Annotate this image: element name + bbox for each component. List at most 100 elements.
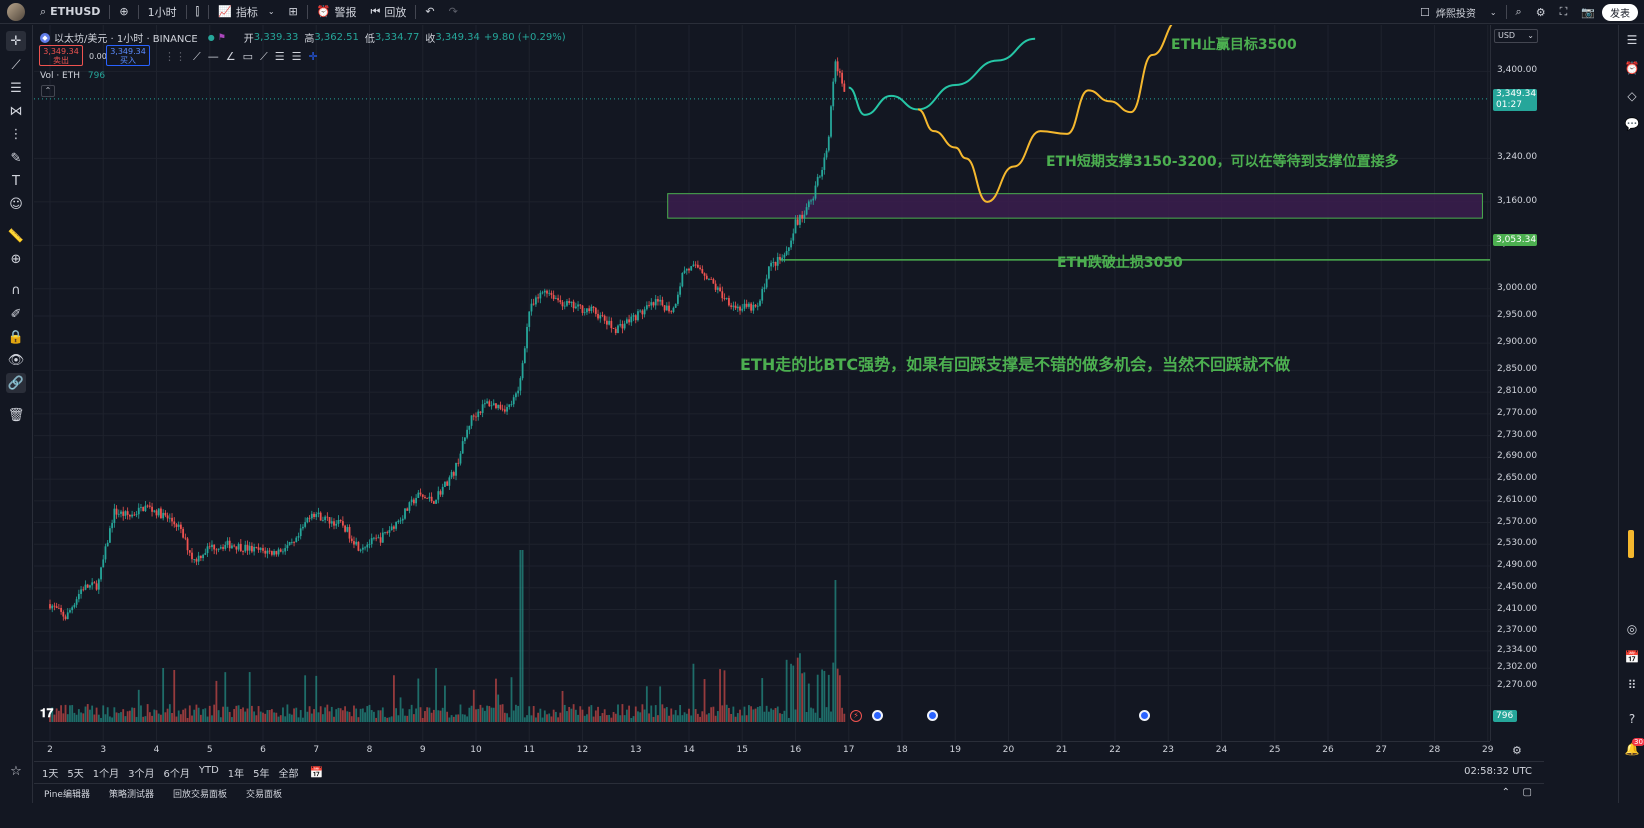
go-to-date-icon[interactable]: 📅: [309, 766, 324, 779]
symbol-search-button[interactable]: ⌕ ETHUSD: [33, 0, 107, 24]
layouts-button[interactable]: ⊞: [282, 0, 305, 24]
calendar-icon[interactable]: 📅: [1624, 650, 1640, 664]
alert-button[interactable]: ⏰ 警报: [310, 0, 364, 24]
path-icon[interactable]: ∠: [225, 50, 236, 63]
volume-bar: [89, 709, 91, 722]
price-axis[interactable]: USD ⌄ 3,400.003,240.003,160.003,080.003,…: [1490, 25, 1544, 741]
volume-bar: [477, 708, 480, 722]
maximize-icon[interactable]: ▢: [1522, 787, 1532, 798]
stop-loss-annotation[interactable]: ETH跌破止损3050: [1057, 255, 1183, 271]
crosshair-icon[interactable]: ✛: [6, 31, 26, 51]
quick-search-button[interactable]: ⌕: [1509, 0, 1529, 24]
price-chart[interactable]: [34, 25, 1490, 741]
projection-paths[interactable]: [848, 25, 1179, 203]
collapse-legend-button[interactable]: ⌃: [41, 85, 55, 97]
bottom-panel-tab[interactable]: 交易面板: [246, 790, 283, 800]
sell-button[interactable]: 3,349.34 卖出: [39, 45, 83, 66]
candle-body: [295, 537, 298, 543]
undo-button[interactable]: ↶: [418, 0, 441, 24]
bottom-panel-tab[interactable]: Pine编辑器: [44, 790, 90, 800]
current-price-tag[interactable]: 3,349.34 01:27: [1493, 89, 1537, 111]
ruler-icon[interactable]: 📏: [7, 228, 25, 244]
stay-in-drawing-mode-icon[interactable]: ✐: [10, 306, 22, 322]
lock-icon[interactable]: 🔒: [7, 329, 25, 345]
eye-icon[interactable]: 👁: [7, 352, 25, 368]
interval-button[interactable]: 1小时: [141, 0, 184, 24]
drag-handle-icon[interactable]: ⋮⋮: [164, 50, 186, 63]
time-tick-label: 5: [206, 745, 213, 755]
range-button[interactable]: 3个月: [128, 769, 155, 780]
emoji-icon[interactable]: ☺: [9, 196, 23, 212]
candle-body: [348, 527, 351, 539]
utc-clock[interactable]: 02:58:32 UTC: [1464, 766, 1532, 777]
replay-button[interactable]: ⏮ 回放: [363, 0, 413, 24]
chart-type-button[interactable]: ⫿: [189, 0, 207, 24]
volume-bar: [692, 663, 695, 722]
legend-title[interactable]: 以太坊/美元 · 1小时 · BINANCE: [54, 34, 198, 45]
link-icon[interactable]: 🔗: [6, 373, 26, 393]
us-flag-event-icon[interactable]: [872, 710, 883, 721]
target-annotation[interactable]: ETH止赢目标3500: [1171, 37, 1297, 53]
range-button[interactable]: 全部: [278, 769, 299, 780]
scroll-indicator[interactable]: [1628, 530, 1634, 558]
pattern-icon[interactable]: ⋈: [9, 103, 23, 119]
magnet-icon[interactable]: ∩: [11, 282, 21, 298]
chevron-up-icon[interactable]: ⌃: [1501, 787, 1510, 798]
lightning-icon[interactable]: ⚡: [850, 710, 862, 722]
horizontal-line-icon[interactable]: —: [207, 50, 219, 63]
trash-icon[interactable]: 🗑: [7, 407, 25, 423]
ray-icon[interactable]: ⟋: [259, 50, 268, 63]
help-icon[interactable]: ?: [1628, 712, 1636, 726]
support-annotation[interactable]: ETH短期支撑3150-3200，可以在等待到支撑位置接多: [1046, 154, 1399, 170]
publish-button[interactable]: 发表: [1602, 3, 1638, 21]
fullscreen-button[interactable]: ⛶: [1553, 0, 1575, 24]
crosshair-icon[interactable]: ✛: [308, 50, 318, 63]
candle-body: [315, 514, 318, 517]
range-button[interactable]: 1个月: [92, 769, 120, 780]
snapshot-button[interactable]: 📷: [1574, 0, 1602, 24]
rectangle-icon[interactable]: ▭: [242, 50, 253, 63]
favorites-star-icon[interactable]: ☆: [10, 763, 22, 779]
currency-select[interactable]: USD ⌄: [1494, 29, 1538, 43]
parallel-channel-icon[interactable]: ☰: [274, 50, 285, 63]
apps-grid-icon[interactable]: ⠿: [1627, 678, 1637, 692]
layers-icon[interactable]: ◇: [1627, 89, 1637, 103]
range-button[interactable]: 5天: [67, 769, 84, 780]
time-axis[interactable]: 2 3 4 5 6 7 8 9 10 11 12 13 14 15 16 17 18 19 20 21 22 23 24 25…: [34, 741, 1522, 761]
volume-bar: [805, 711, 808, 722]
watchlist-icon[interactable]: ☰: [1626, 33, 1638, 47]
range-button[interactable]: 1年: [227, 769, 245, 780]
stop-price-tag[interactable]: 3,053.34: [1493, 234, 1537, 246]
indicators-button[interactable]: 📈 指标 ⌄: [211, 0, 281, 24]
avatar[interactable]: [7, 2, 25, 21]
analysis-comment-annotation[interactable]: ETH走的比BTC强势，如果有回踩支撑是不错的做多机会，当然不回踩就不做: [740, 355, 1291, 374]
brush-icon[interactable]: ✎: [10, 150, 22, 166]
us-flag-event-icon[interactable]: [927, 710, 938, 721]
fib-retracement-icon[interactable]: ☰: [10, 80, 22, 96]
compare-button[interactable]: ⊕: [112, 0, 135, 24]
us-flag-event-icon[interactable]: [1139, 710, 1150, 721]
long-position-icon[interactable]: ☰: [291, 50, 302, 63]
range-button[interactable]: 1天: [42, 769, 59, 780]
zoom-in-icon[interactable]: ⊕: [10, 251, 22, 267]
target-icon[interactable]: ◎: [1626, 622, 1638, 636]
layout-name-button[interactable]: ☐ 烨熙投资 ⌄: [1413, 0, 1504, 24]
prediction-icon[interactable]: ⋮: [9, 126, 23, 142]
trend-line-icon[interactable]: ⟋: [193, 50, 201, 63]
scale-settings-icon[interactable]: ⚙: [1512, 744, 1522, 757]
range-button[interactable]: 6个月: [163, 769, 190, 780]
text-tool-icon[interactable]: T: [12, 173, 20, 189]
range-button[interactable]: YTD: [198, 765, 219, 776]
volume-bar: [501, 704, 504, 722]
buy-button[interactable]: 3,349.34 买入: [106, 45, 150, 66]
chat-icon[interactable]: 💬: [1624, 117, 1640, 131]
bottom-panel-tab[interactable]: 回放交易面板: [173, 790, 228, 800]
support-zone[interactable]: [34, 98, 1490, 261]
redo-button[interactable]: ↷: [442, 0, 465, 24]
bottom-panel-tab[interactable]: 策略测试器: [108, 790, 154, 800]
settings-button[interactable]: ⚙: [1529, 0, 1553, 24]
trend-line-icon[interactable]: ⟋: [11, 57, 21, 73]
alerts-icon[interactable]: ⏰: [1624, 61, 1640, 75]
range-button[interactable]: 5年: [253, 769, 270, 780]
chart-pane[interactable]: ◆ 以太坊/美元 · 1小时 · BINANCE ● ⚑ 开 3,339.33 高…: [34, 25, 1490, 741]
